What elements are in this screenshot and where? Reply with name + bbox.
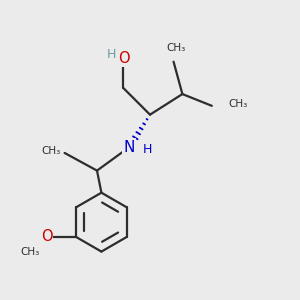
Text: CH₃: CH₃ [228,99,247,110]
Text: O: O [118,51,129,66]
Text: H: H [143,143,152,156]
Text: CH₃: CH₃ [166,44,185,53]
Text: H: H [106,48,116,61]
Text: O: O [41,230,52,244]
Text: CH₃: CH₃ [42,146,61,157]
Text: CH₃: CH₃ [21,247,40,257]
Text: N: N [124,140,135,154]
